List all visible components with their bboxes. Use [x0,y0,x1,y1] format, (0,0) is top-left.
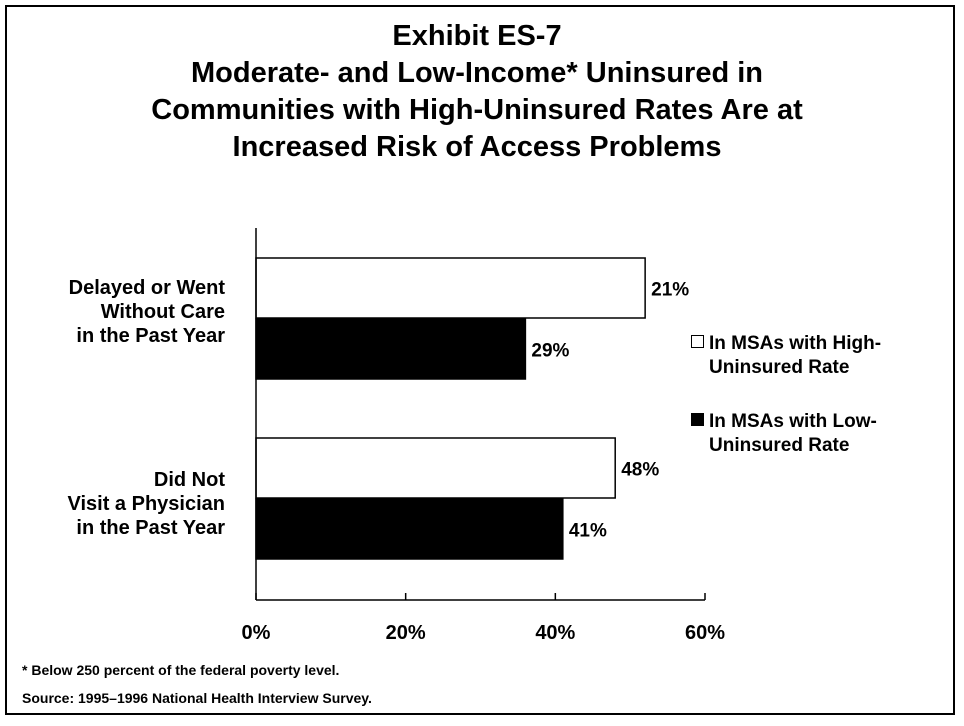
bar-high-0 [255,257,646,319]
legend-swatch-high [691,335,704,348]
data-label: 41% [569,521,607,542]
legend-label-line: Uninsured Rate [709,357,850,378]
category-label-line: Visit a Physician [67,493,226,515]
data-label: 48% [621,460,659,481]
category-label-line: Without Care [100,301,225,323]
x-tick-label: 0% [242,622,271,644]
legend-label-line: In MSAs with Low- [709,411,877,432]
title-line: Increased Risk of Access Problems [232,131,722,163]
chart-frame [5,5,955,715]
title-line: Moderate- and Low-Income* Uninsured in [191,57,763,89]
x-tick-label: 40% [535,622,575,644]
bar-high-1 [255,437,616,499]
title-line: Communities with High-Uninsured Rates Ar… [151,94,803,126]
legend-swatch-low [691,413,704,426]
chart-title: Exhibit ES-7 Moderate- and Low-Income* U… [0,18,954,166]
category-label-delayed-care: Delayed or Went Without Care in the Past… [5,276,225,348]
category-label-line: in the Past Year [76,325,225,347]
footnote-poverty: * Below 250 percent of the federal pover… [22,662,340,678]
data-label: 29% [531,341,569,362]
bar-low-0 [255,318,527,380]
x-tick-label: 60% [685,622,725,644]
footnote-source: Source: 1995–1996 National Health Interv… [22,690,372,706]
legend-item-high-uninsured: In MSAs with High- Uninsured Rate [691,332,881,380]
title-line: Exhibit ES-7 [392,20,562,52]
legend-label-line: Uninsured Rate [709,435,850,456]
data-label: 21% [651,280,689,301]
x-tick-label: 20% [386,622,426,644]
legend-item-low-uninsured: In MSAs with Low- Uninsured Rate [691,410,877,458]
category-label-no-physician: Did Not Visit a Physician in the Past Ye… [5,468,226,540]
category-label-line: Delayed or Went [68,277,225,299]
category-label-line: in the Past Year [76,517,225,539]
legend-label-line: In MSAs with High- [709,333,882,354]
bar-low-1 [255,498,564,560]
category-label-line: Did Not [153,469,225,491]
